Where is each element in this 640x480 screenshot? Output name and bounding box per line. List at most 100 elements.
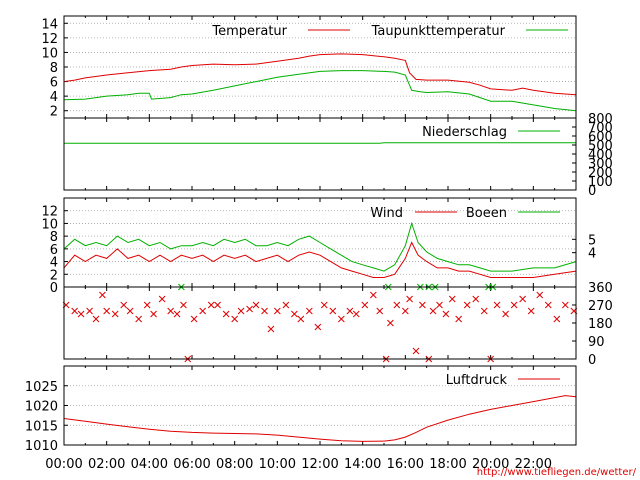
x-tick-label-16: 16:00 [387,457,424,472]
y2-tick-label: 800 [588,112,613,127]
data-point [361,301,369,309]
panel-4: 1010 1015 1020 1025 Luftdruck [25,365,577,454]
y-tick-label: 1010 [25,439,58,454]
data-point [222,310,230,318]
x-tick-label-22: 22:00 [515,457,552,472]
data-point [305,307,313,315]
y-tick-label: 10 [41,46,58,61]
data-point [412,347,420,355]
legend-label-1: Boeen [466,206,507,221]
x-tick-label-14: 14:00 [344,457,381,472]
data-point [77,310,85,318]
data-point [99,291,106,299]
data-point [442,310,450,318]
x-tick-label-00: 00:00 [45,457,82,472]
data-point [135,315,143,323]
x-tick-label-12: 12:00 [301,457,338,472]
y-tick-label: 8 [50,61,58,76]
x-tick-label-08: 08:00 [216,457,253,472]
data-point [111,310,119,318]
data-point [376,307,384,315]
data-point [502,310,509,318]
data-point [369,291,377,299]
y2-tick-label: 600 [588,130,613,145]
data-point [527,307,535,315]
series-line-1 [63,221,577,272]
y-tick-label: 14 [41,17,58,32]
data-point [472,295,480,303]
data-point [393,301,401,309]
y2-tick-label: 5 [588,233,596,248]
data-point [282,301,290,309]
data-point [352,310,360,318]
y-tick-label: 10 [41,217,58,232]
legend-label: Niederschlag [422,125,507,140]
data-point [493,301,501,309]
data-point [401,307,409,315]
y2-tick-label: 90 [588,335,605,350]
y-tick-label: 8 [50,230,58,245]
panel-frame [63,365,577,446]
data-point [167,307,175,315]
data-point [561,301,569,309]
data-point [237,307,245,315]
series-line-1 [63,70,577,112]
legend-label: Luftdruck [446,373,508,388]
panel-3: 0 90 180 270 360 [62,281,613,368]
source-url[interactable]: http://www.tiefliegen.de/wetter/ [477,467,637,478]
legend-label-1: Taupunkttemperatur [371,24,506,39]
y-tick-label: 0 [50,281,58,296]
data-point [214,301,221,309]
data-point [429,307,437,315]
y2-tick-label: 300 [588,157,613,172]
data-point [261,307,268,315]
y-tick-label: 1020 [25,400,58,415]
data-point [387,319,394,327]
panel-frame [63,286,577,360]
data-point [544,301,552,309]
data-point [86,307,93,315]
panel-frame [63,117,577,191]
x-tick-label-02: 02:00 [88,457,125,472]
data-point [291,310,298,318]
data-point [173,310,181,318]
data-point [71,307,79,315]
data-point [180,301,187,309]
y-tick-label: 2 [50,268,58,283]
y2-tick-label: 400 [588,148,613,163]
x-tick-label-18: 18:00 [429,457,466,472]
legend-label-0: Wind [370,206,403,221]
data-point [231,315,239,323]
data-point [199,307,207,315]
data-point [314,323,322,331]
x-tick-label-06: 06:00 [173,457,210,472]
data-point [320,301,328,309]
data-point [143,301,151,309]
y-tick-label: 1025 [25,380,58,395]
data-point [273,307,281,315]
y-tick-label: 6 [50,76,58,91]
y-tick-label: 12 [41,32,58,47]
series-line-0 [63,53,577,96]
data-point [126,307,134,315]
data-point [519,295,527,303]
x-tick-label-20: 20:00 [472,457,509,472]
series-line-0 [63,241,577,278]
data-point [120,301,128,309]
y2-tick-label: 0 [588,184,596,199]
y2-tick-label: 270 [588,299,613,314]
data-point [436,301,443,309]
data-point [158,295,166,303]
data-point [337,315,345,323]
data-point [553,315,561,323]
y2-tick-label: 700 [588,121,613,136]
y2-tick-label: 4 [588,247,596,262]
y2-tick-label: 100 [588,175,613,190]
data-point [406,295,413,303]
legend-label-0: Temperatur [211,24,287,39]
